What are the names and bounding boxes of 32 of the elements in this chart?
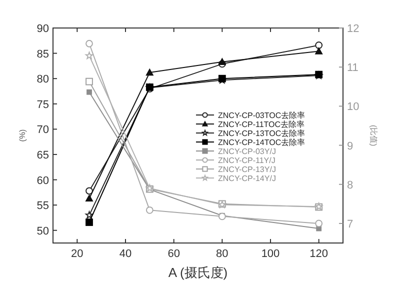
y-tick-label: 75 bbox=[36, 98, 49, 111]
legend-label: ZNCY-CP-14Y/J bbox=[218, 174, 276, 183]
y2-tick-label: 12 bbox=[347, 23, 360, 35]
y-tick-label: 70 bbox=[36, 124, 49, 136]
y2-tick-label: 8 bbox=[347, 179, 354, 192]
y2-axis-title: (比值) bbox=[369, 124, 378, 146]
y-tick-label: 80 bbox=[36, 74, 49, 86]
x-axis-title: A (摄氏度) bbox=[168, 265, 228, 280]
legend-label: ZNCY-CP-03TOC去除率 bbox=[218, 111, 306, 120]
x-tick-label: 80 bbox=[216, 248, 228, 260]
x-tick-label: 120 bbox=[310, 248, 328, 260]
legend-label: ZNCY-CP-11TOC去除率 bbox=[218, 120, 305, 129]
x-tick-label: 60 bbox=[168, 248, 180, 260]
y-tick-label: 65 bbox=[36, 149, 49, 162]
x-tick-label: 40 bbox=[119, 248, 132, 260]
y-tick-label: 55 bbox=[36, 200, 49, 212]
legend-label: ZNCY-CP-03Y/J bbox=[218, 147, 276, 156]
y-tick-label: 60 bbox=[36, 174, 49, 187]
y2-tick-label: 9 bbox=[347, 140, 354, 152]
legend-label: ZNCY-CP-13TOC去除率 bbox=[218, 129, 306, 138]
y-tick-label: 50 bbox=[36, 225, 49, 238]
y2-tick-label: 10 bbox=[347, 101, 360, 114]
legend-label: ZNCY-CP-13Y/J bbox=[218, 165, 276, 174]
legend-label: ZNCY-CP-11Y/J bbox=[218, 156, 276, 165]
y-tick-label: 85 bbox=[36, 48, 49, 60]
x-tick-label: 100 bbox=[261, 248, 280, 260]
y2-tick-label: 11 bbox=[347, 62, 358, 74]
legend-label: ZNCY-CP-14TOC去除率 bbox=[218, 138, 306, 147]
y2-tick-label: 7 bbox=[347, 218, 354, 230]
y-tick-label: 90 bbox=[36, 23, 49, 35]
x-tick-label: 20 bbox=[71, 248, 84, 260]
y-axis-title: (%) bbox=[18, 128, 27, 142]
